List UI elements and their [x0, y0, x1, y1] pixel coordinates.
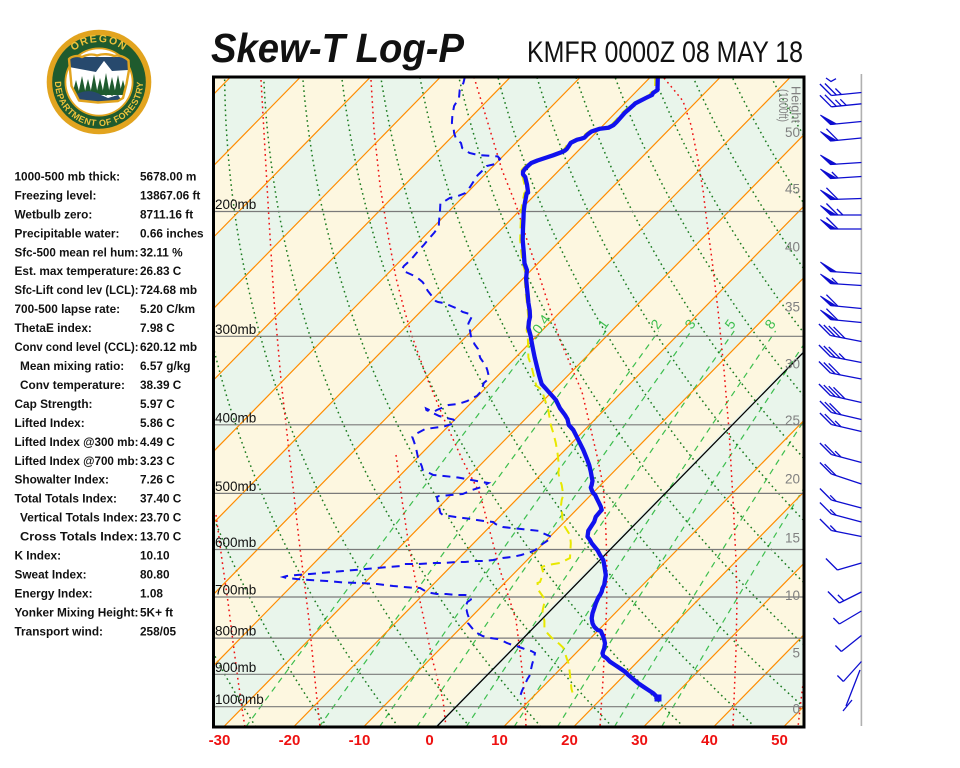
svg-text:5.20 C/km: 5.20 C/km	[140, 302, 195, 316]
svg-text:5K+ ft: 5K+ ft	[140, 605, 173, 619]
svg-text:Sfc-500 mean rel hum:: Sfc-500 mean rel hum:	[15, 245, 139, 259]
svg-text:30: 30	[631, 732, 648, 749]
svg-text:-10: -10	[349, 732, 371, 749]
svg-text:Transport wind:: Transport wind:	[15, 624, 103, 638]
svg-text:50: 50	[771, 732, 788, 749]
svg-text:37.40 C: 37.40 C	[140, 492, 182, 506]
svg-text:700-500 lapse rate:: 700-500 lapse rate:	[15, 302, 121, 316]
svg-text:35: 35	[785, 300, 800, 315]
svg-text:-20: -20	[279, 732, 301, 749]
svg-text:80.80: 80.80	[140, 568, 170, 582]
svg-text:30: 30	[785, 357, 800, 372]
svg-text:Cap Strength:: Cap Strength:	[15, 397, 93, 411]
svg-text:3.23 C: 3.23 C	[140, 454, 175, 468]
svg-text:40: 40	[785, 240, 800, 255]
svg-text:1000-500 mb thick:: 1000-500 mb thick:	[15, 170, 121, 184]
svg-text:5: 5	[792, 646, 800, 661]
svg-text:ThetaE index:: ThetaE index:	[15, 321, 92, 335]
svg-text:23.70 C: 23.70 C	[140, 511, 182, 525]
svg-text:Freezing level:: Freezing level:	[15, 188, 97, 202]
svg-text:13.70 C: 13.70 C	[140, 530, 182, 544]
svg-text:Yonker Mixing Height:: Yonker Mixing Height:	[15, 605, 139, 619]
svg-text:0.66 inches: 0.66 inches	[140, 226, 204, 240]
svg-text:10: 10	[785, 588, 800, 603]
svg-text:Wetbulb zero:: Wetbulb zero:	[15, 207, 93, 221]
svg-text:Conv cond level (CCL):: Conv cond level (CCL):	[15, 340, 139, 354]
svg-text:0: 0	[792, 702, 800, 717]
svg-text:(1000ft): (1000ft)	[776, 89, 791, 122]
svg-text:700mb: 700mb	[215, 583, 256, 598]
svg-text:KMFR 0000Z 08 MAY 18: KMFR 0000Z 08 MAY 18	[527, 36, 803, 69]
svg-text:50: 50	[785, 125, 800, 140]
svg-text:45: 45	[785, 181, 800, 196]
svg-text:620.12 mb: 620.12 mb	[140, 340, 197, 354]
svg-text:20: 20	[561, 732, 578, 749]
svg-text:800mb: 800mb	[215, 624, 256, 639]
svg-text:Height: Height	[789, 86, 804, 123]
svg-text:6.57 g/kg: 6.57 g/kg	[140, 359, 191, 373]
svg-text:Lifted Index @700 mb:: Lifted Index @700 mb:	[15, 454, 139, 468]
svg-text:400mb: 400mb	[215, 410, 256, 425]
svg-text:32.11 %: 32.11 %	[140, 245, 183, 259]
svg-text:10: 10	[491, 732, 508, 749]
svg-text:20: 20	[785, 472, 800, 487]
svg-text:K Index:: K Index:	[15, 549, 62, 563]
svg-text:8711.16 ft: 8711.16 ft	[140, 207, 193, 221]
svg-text:Cross Totals Index:: Cross Totals Index:	[20, 530, 138, 544]
svg-text:10.10: 10.10	[140, 549, 170, 563]
svg-text:Precipitable water:: Precipitable water:	[15, 226, 120, 240]
svg-text:25: 25	[785, 413, 800, 428]
svg-text:0: 0	[425, 732, 433, 749]
svg-text:1.08: 1.08	[140, 586, 163, 600]
svg-text:Vertical Totals Index:: Vertical Totals Index:	[20, 511, 138, 525]
svg-text:258/05: 258/05	[140, 624, 177, 638]
svg-text:Sweat Index:: Sweat Index:	[15, 568, 87, 582]
svg-text:4.49 C: 4.49 C	[140, 435, 175, 449]
svg-text:724.68 mb: 724.68 mb	[140, 283, 197, 297]
svg-text:15: 15	[785, 531, 800, 546]
svg-text:5.86 C: 5.86 C	[140, 416, 175, 430]
svg-text:40: 40	[701, 732, 718, 749]
svg-text:200mb: 200mb	[215, 197, 256, 212]
svg-text:500mb: 500mb	[215, 479, 256, 494]
svg-text:38.39 C: 38.39 C	[140, 378, 182, 392]
svg-text:26.83 C: 26.83 C	[140, 264, 182, 278]
svg-text:Showalter Index:: Showalter Index:	[15, 473, 109, 487]
svg-text:600mb: 600mb	[215, 535, 256, 550]
svg-text:Conv temperature:: Conv temperature:	[20, 378, 125, 392]
svg-text:5.97 C: 5.97 C	[140, 397, 175, 411]
svg-text:-30: -30	[209, 732, 231, 749]
svg-text:Lifted Index:: Lifted Index:	[15, 416, 85, 430]
svg-text:Total Totals Index:: Total Totals Index:	[15, 492, 117, 506]
svg-text:Mean mixing ratio:: Mean mixing ratio:	[20, 359, 124, 373]
svg-text:900mb: 900mb	[215, 660, 256, 675]
svg-text:300mb: 300mb	[215, 322, 256, 337]
svg-text:1000mb: 1000mb	[215, 692, 264, 707]
svg-text:Sfc-Lift cond lev (LCL):: Sfc-Lift cond lev (LCL):	[15, 283, 139, 297]
svg-text:7.26 C: 7.26 C	[140, 473, 175, 487]
svg-text:Energy Index:: Energy Index:	[15, 586, 93, 600]
svg-text:Lifted Index @300 mb:: Lifted Index @300 mb:	[15, 435, 139, 449]
svg-text:Est. max temperature:: Est. max temperature:	[15, 264, 139, 278]
svg-text:13867.06 ft: 13867.06 ft	[140, 188, 200, 202]
svg-text:5678.00 m: 5678.00 m	[140, 170, 196, 184]
svg-text:Skew-T Log-P: Skew-T Log-P	[211, 25, 465, 71]
svg-text:7.98 C: 7.98 C	[140, 321, 175, 335]
